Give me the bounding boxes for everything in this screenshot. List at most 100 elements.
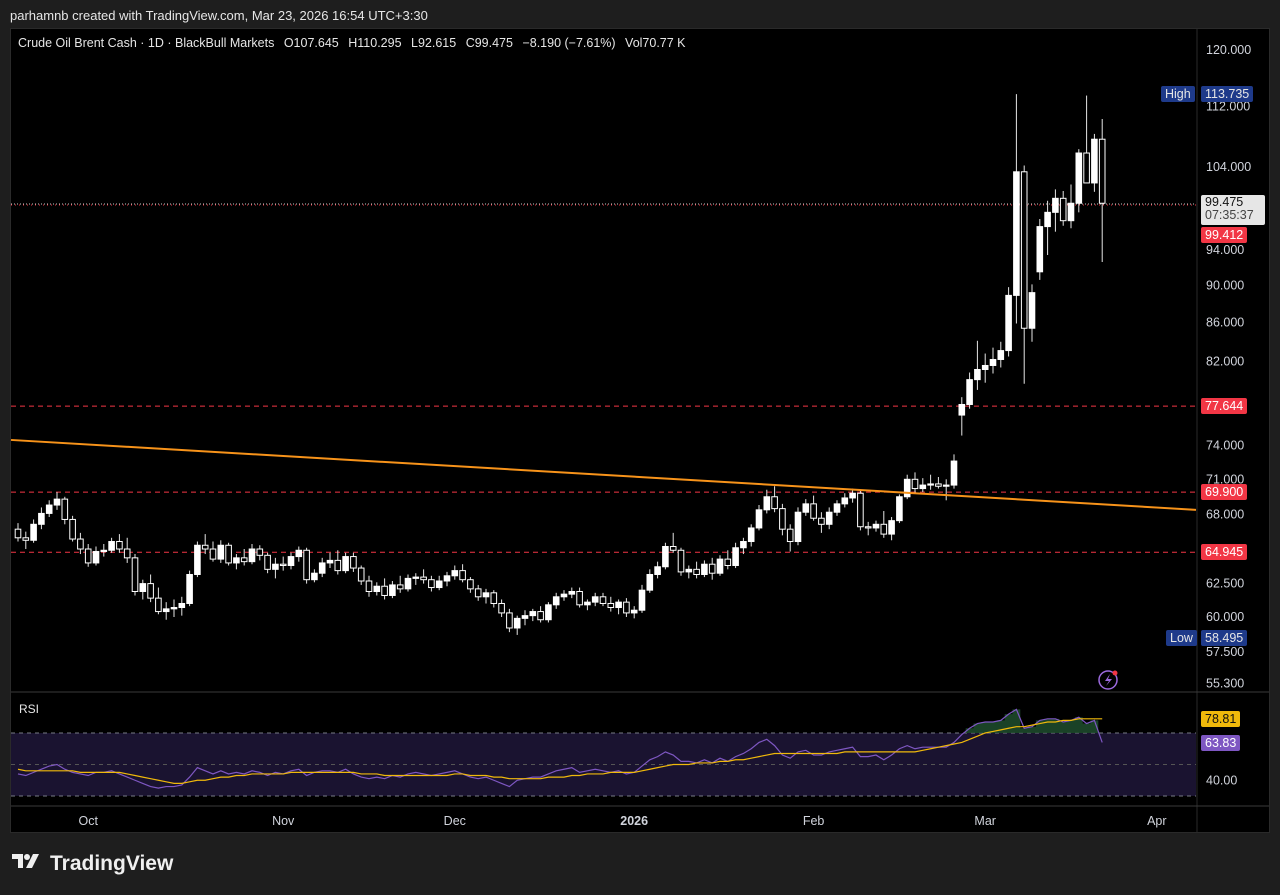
tradingview-logo[interactable]: TradingView [12, 852, 173, 876]
candle-body [669, 546, 677, 551]
candle-body [295, 549, 303, 558]
candle-body [22, 537, 30, 541]
candle-body [474, 588, 482, 598]
candle-body [833, 503, 841, 513]
candle-body [1005, 294, 1012, 352]
candle-body [311, 572, 318, 581]
legend-symbol[interactable]: Crude Oil Brent Cash · 1D · BlackBull Ma… [18, 36, 275, 50]
candle-body [560, 593, 568, 598]
candle-body [1098, 138, 1106, 204]
candle-body [545, 604, 552, 621]
candle-body [318, 562, 326, 574]
last-price-tag: 99.475 07:35:37 [1201, 195, 1265, 225]
candle-body [662, 546, 669, 568]
price-axis[interactable]: 120.000 112.000 104.000 94.000 90.000 86.000 8… [1206, 43, 1251, 691]
candle-body [888, 520, 895, 535]
candle-body [77, 538, 84, 550]
high-label-tag: High [1161, 86, 1195, 102]
candle-body [677, 549, 685, 573]
candle-body [841, 497, 849, 505]
legend-high: H110.295 [348, 36, 402, 50]
candle-body [139, 583, 147, 592]
candle-body [498, 602, 505, 614]
candle-body [467, 579, 474, 590]
candle-body [1083, 152, 1090, 184]
candle-body [116, 541, 123, 550]
candle-body [989, 358, 997, 366]
legend-open: O107.645 [283, 36, 339, 50]
candle-body [1044, 211, 1051, 228]
candle-body [623, 601, 630, 614]
candle-body [818, 517, 825, 525]
trendline-segment [10, 438, 1197, 511]
candle-body [435, 580, 443, 589]
price-tick-label: 90.000 [1206, 278, 1244, 292]
price-tick-label: 71.000 [1206, 472, 1244, 486]
candle-body [568, 590, 576, 595]
candle-body [155, 597, 162, 613]
candle-body [69, 518, 76, 540]
candle-body [576, 590, 583, 606]
candle-body [903, 478, 911, 498]
candle-body [201, 544, 209, 550]
legend-close: C99.475 [465, 36, 513, 50]
candle-body [654, 566, 661, 575]
candle-body [513, 617, 521, 629]
rsi-tick-label: 40.00 [1206, 773, 1237, 787]
candle-body [279, 563, 287, 566]
candle-body [53, 498, 61, 506]
candle-body [732, 547, 739, 566]
tv-glyph [12, 854, 39, 868]
candle-body [630, 609, 638, 614]
candle-body [584, 601, 591, 606]
line-69-tag: 69.900 [1201, 484, 1248, 500]
candle-body [747, 527, 755, 543]
price-tick-label: 94.000 [1206, 243, 1244, 257]
chart-panel[interactable] [10, 28, 1270, 833]
candle-body [794, 511, 802, 543]
candle-body [30, 523, 37, 541]
candle-body [38, 512, 45, 525]
trendline[interactable] [10, 438, 1197, 511]
tradingview-mark-icon [12, 852, 42, 876]
candle-body [147, 583, 154, 599]
rsi-ma-line [17, 718, 1103, 785]
candle-body [786, 528, 794, 543]
candle-body [771, 496, 778, 510]
candle-body [981, 364, 989, 370]
candle-body [256, 548, 264, 556]
candle-body [404, 577, 412, 590]
lightning-icon[interactable] [1098, 670, 1118, 690]
candle-body [1067, 202, 1075, 222]
candle-body [935, 483, 942, 487]
price-tick-label: 55.300 [1206, 677, 1244, 691]
candle-body [162, 608, 170, 613]
candle-body [443, 575, 451, 582]
candle-body [178, 602, 186, 609]
rsi-label[interactable]: RSI [19, 702, 40, 716]
time-axis[interactable]: Oct Nov Dec 2026 Feb Mar Apr [78, 814, 1166, 828]
candle-body [373, 585, 381, 592]
candle-body [194, 544, 201, 575]
candle-body [108, 541, 115, 551]
candle-body [810, 503, 817, 519]
candle-body [521, 615, 529, 619]
countdown-value: 07:35:37 [1205, 208, 1254, 222]
candle-body [350, 556, 357, 569]
legend-change: −8.190 (−7.61%) [522, 36, 616, 50]
candle-body [638, 589, 646, 611]
candle-body [225, 544, 232, 564]
candle-body [92, 551, 100, 564]
candle-body [1036, 226, 1044, 273]
candle-body [880, 523, 888, 535]
candle-body [342, 556, 349, 572]
candle-body [389, 584, 396, 596]
candle-body [1091, 138, 1098, 184]
candle-body [396, 584, 404, 590]
candle-body [490, 592, 498, 604]
candle-body [272, 563, 279, 570]
candle-body [326, 559, 334, 564]
legend-low: L92.615 [411, 36, 457, 50]
price-tick-label: 68.000 [1206, 508, 1244, 522]
